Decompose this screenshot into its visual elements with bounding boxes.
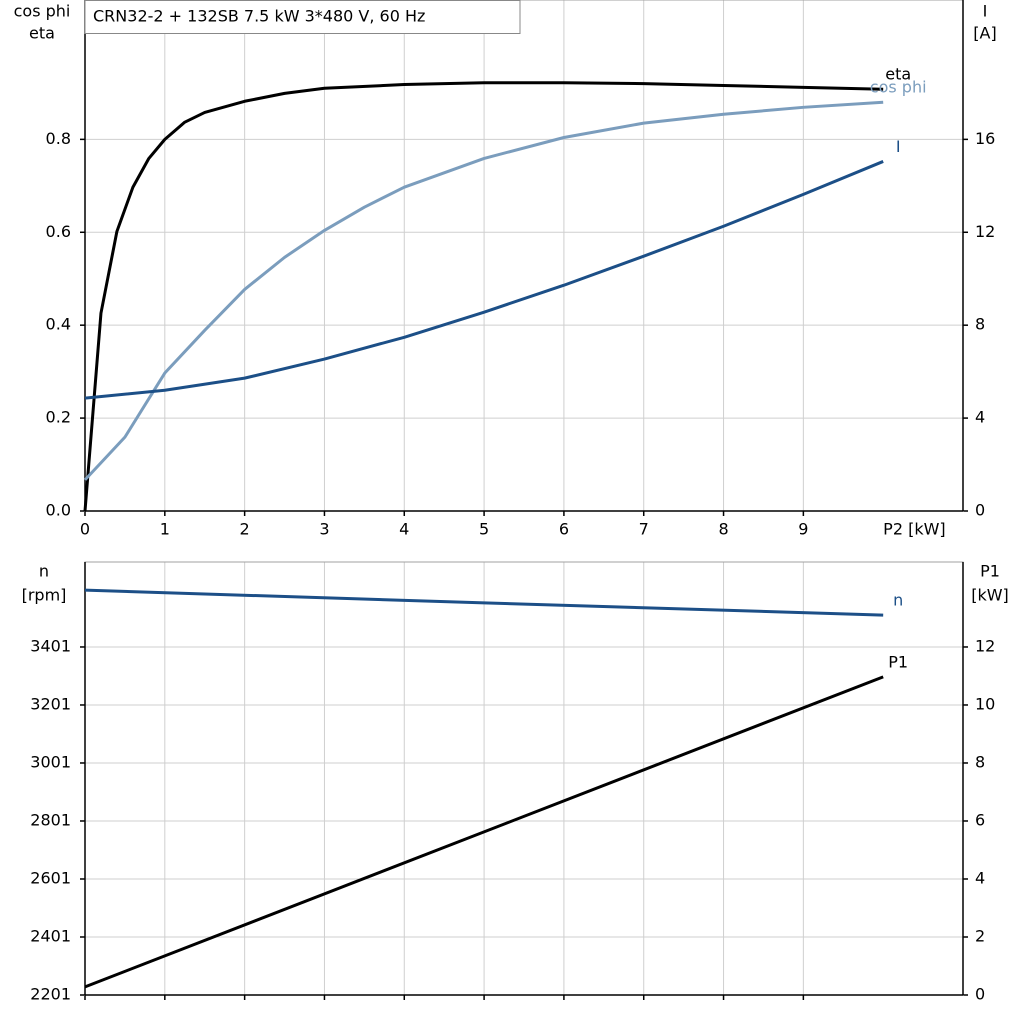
y-tick-label: 2201 [30,985,71,1004]
y2-axis-label: I [983,2,988,21]
x-tick-label: 2 [240,520,250,539]
y-tick-label: 3001 [30,752,71,771]
x-tick-label: 7 [639,520,649,539]
y-tick-label: 0.2 [46,408,71,427]
y2-tick-label: 10 [975,694,995,713]
y2-tick-label: 0 [975,985,985,1004]
y2-tick-label: 6 [975,810,985,829]
y-tick-label: 2401 [30,926,71,945]
x-tick-label: 0 [80,520,90,539]
x-tick-label: 9 [798,520,808,539]
y-axis-label: n [39,562,49,581]
plot-border [84,0,964,512]
y2-tick-label: 8 [975,752,985,771]
y-tick-label: 0.8 [46,129,71,148]
y-tick-label: 0.4 [46,315,71,334]
y2-axis-label: P1 [980,562,1000,581]
y-tick-label: 0.6 [46,222,71,241]
series-label: I [896,137,901,156]
title-box [84,0,521,34]
y-axis-label: eta [29,24,55,43]
y2-tick-label: 16 [975,129,995,148]
y-axis-label: [rpm] [22,586,67,605]
series-label: P1 [888,652,908,671]
series-line [84,675,884,989]
y2-tick-label: 2 [975,926,985,945]
y2-axis-label: [kW] [971,586,1009,605]
y-tick-label: 3401 [30,636,71,655]
series-label: eta [885,65,911,84]
x-tick-label: 8 [718,520,728,539]
y-tick-label: 0.0 [46,501,71,520]
y-tick-label: 3201 [30,694,71,713]
chart-title: CRN32-2 + 132SB 7.5 kW 3*480 V, 60 Hz [93,7,425,26]
series-line [83,81,884,512]
y2-tick-label: 0 [975,501,985,520]
series-line [84,588,884,617]
x-axis-label: P2 [kW] [883,520,945,539]
x-tick-label: 6 [559,520,569,539]
x-tick-label: 3 [319,520,329,539]
plot-border [84,561,964,996]
y-tick-label: 2801 [30,810,71,829]
y2-tick-label: 4 [975,868,985,887]
y2-axis-label: [A] [973,24,996,43]
y2-tick-label: 4 [975,408,985,427]
x-tick-label: 5 [479,520,489,539]
y-axis-label: cos phi [14,2,71,21]
x-tick-label: 4 [399,520,409,539]
x-tick-label: 1 [160,520,170,539]
y2-tick-label: 12 [975,222,995,241]
series-label: cos phi [870,78,927,97]
y2-tick-label: 8 [975,315,985,334]
y2-tick-label: 12 [975,636,995,655]
series-line [83,100,884,481]
y-tick-label: 2601 [30,868,71,887]
series-label: n [893,591,903,610]
series-line [84,160,884,400]
